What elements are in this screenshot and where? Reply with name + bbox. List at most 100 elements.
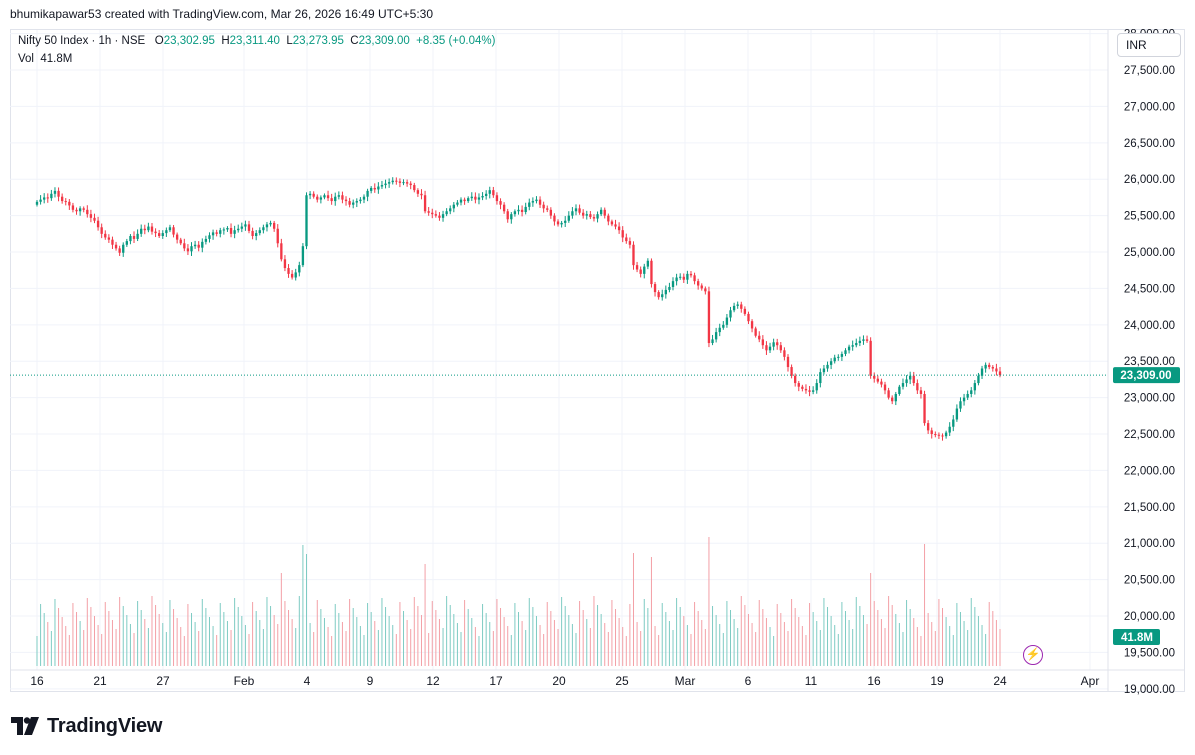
candle-body — [129, 236, 132, 242]
volume-bar — [726, 601, 728, 666]
volume-bar — [866, 624, 868, 666]
candle-body — [840, 353, 844, 357]
candle-body — [808, 390, 811, 392]
candle-body — [542, 204, 545, 209]
candle-body — [776, 342, 779, 346]
candle-body — [502, 204, 506, 212]
volume-bar — [295, 628, 297, 666]
candle-body — [373, 187, 376, 190]
candle-body — [765, 345, 768, 351]
candle-body — [438, 215, 441, 218]
volume-bar — [485, 613, 487, 666]
time-tick-label: 20 — [552, 674, 566, 688]
candle-body — [740, 304, 743, 309]
volume-bar — [79, 621, 81, 666]
candle-body — [567, 215, 570, 221]
high-value: 23,311.40 — [229, 35, 280, 47]
symbol-label[interactable]: Nifty 50 Index · 1h · NSE — [18, 35, 146, 47]
candle-body — [308, 193, 312, 196]
volume-bar — [891, 605, 893, 666]
candle-body — [431, 212, 434, 215]
price-tick-label: 26,000.00 — [1124, 174, 1175, 186]
volume-bar — [528, 598, 530, 666]
candle-body — [337, 195, 341, 197]
volume-bar — [611, 600, 613, 666]
candle-body — [675, 277, 678, 282]
close-value: 23,309.00 — [358, 35, 410, 47]
candle-body — [837, 356, 840, 358]
time-axis: 16 21 27 Feb 4 9 12 17 20 25 Mar 6 11 16 19 24 Apr — [30, 674, 1099, 688]
time-tick-label: 6 — [745, 674, 752, 688]
volume-bar — [977, 616, 979, 666]
volume-bar — [467, 609, 469, 666]
candle-body — [323, 195, 326, 198]
volume-bar — [643, 599, 645, 666]
candle-body — [873, 375, 876, 379]
candle-body — [395, 180, 398, 182]
volume-bar — [992, 611, 994, 666]
candle-body — [686, 273, 689, 280]
volume-bar — [133, 633, 135, 666]
candle-body — [650, 260, 653, 285]
volume-bar — [417, 606, 419, 666]
volume-bar — [413, 597, 415, 666]
volume-bar — [758, 600, 760, 666]
volume-bar — [58, 608, 60, 666]
candle-body — [847, 346, 851, 351]
lightning-icon[interactable]: ⚡ — [1023, 645, 1043, 665]
volume-bar — [449, 605, 451, 666]
volume-bar — [244, 625, 246, 666]
time-tick-label: 25 — [615, 674, 629, 688]
candle-body — [398, 181, 402, 183]
volume-bar — [83, 630, 85, 666]
candle-body — [520, 209, 524, 212]
candle-body — [801, 386, 804, 389]
chart-panel[interactable] — [10, 29, 1185, 692]
candle-body — [384, 183, 387, 186]
volume-bar — [665, 612, 667, 666]
volume-bar — [126, 615, 128, 666]
candle-body — [193, 244, 197, 247]
candle-body — [804, 388, 808, 391]
volume-bar — [370, 612, 372, 666]
candle-body — [930, 430, 933, 435]
volume-bar — [359, 626, 361, 666]
candle-body — [991, 367, 994, 369]
volume-bar — [733, 619, 735, 666]
volume-bar — [895, 614, 897, 666]
candle-body — [370, 187, 373, 191]
volume-bar — [801, 626, 803, 666]
candle-body — [704, 288, 707, 292]
candle-body — [668, 286, 671, 290]
candle-body — [617, 226, 621, 231]
volume-bar — [503, 617, 505, 666]
candle-body — [941, 435, 944, 437]
candle-body — [64, 201, 67, 203]
volume-bar — [456, 623, 458, 666]
volume-bar — [967, 630, 969, 666]
volume-bar — [934, 631, 936, 666]
volume-bar — [280, 573, 282, 666]
time-tick-label: 21 — [93, 674, 107, 688]
currency-selector[interactable]: INR — [1117, 33, 1181, 57]
volume-bar — [769, 627, 771, 666]
candle-body — [901, 383, 905, 387]
candle-body — [488, 190, 491, 194]
volume-bar — [410, 629, 412, 666]
volume-bar — [212, 626, 214, 666]
candle-body — [140, 228, 143, 234]
candle-body — [402, 182, 405, 184]
volume-bar — [54, 599, 56, 666]
volume-bar — [104, 602, 106, 666]
candle-body — [779, 345, 782, 351]
volume-bar — [399, 602, 401, 666]
volume-bar — [374, 621, 376, 666]
candle-body — [290, 273, 294, 278]
volume-bar — [647, 608, 649, 666]
candle-body — [934, 434, 937, 436]
volume-bar — [848, 620, 850, 666]
volume-bar — [916, 627, 918, 666]
volume-bar — [438, 619, 440, 666]
volume-bar — [313, 632, 315, 666]
